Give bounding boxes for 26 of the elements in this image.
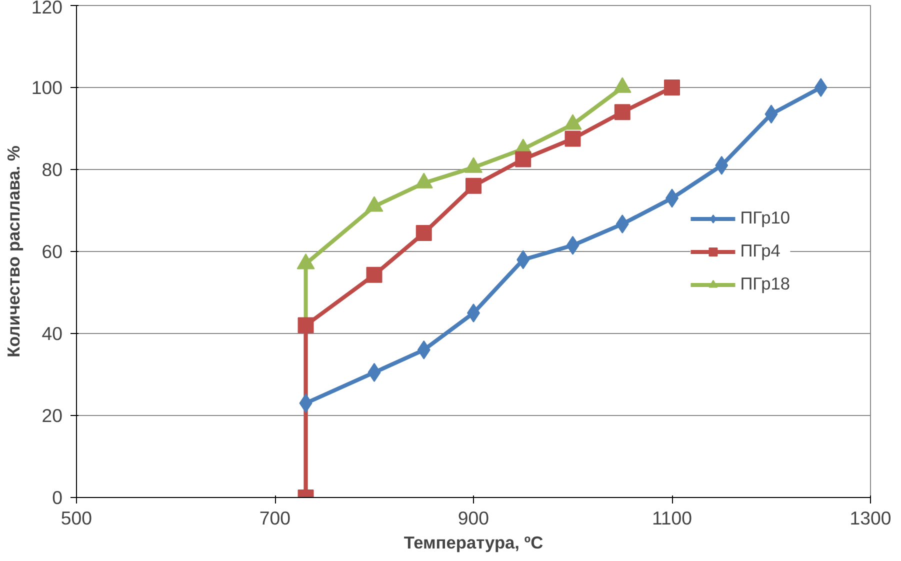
point	[298, 317, 314, 334]
y-tick-label: 80	[42, 159, 63, 180]
legend-label: ПГр4	[740, 240, 780, 262]
y-tick-label: 0	[52, 487, 63, 508]
point	[466, 178, 482, 194]
point	[564, 130, 581, 147]
legend-label: ПГр18	[740, 274, 790, 294]
y-axis-title: Количество расплава. %	[3, 146, 24, 358]
point	[515, 151, 532, 168]
y-tick-label: 120	[31, 0, 63, 18]
y-tick-label: 60	[42, 241, 63, 262]
y-tick-label: 100	[31, 77, 63, 98]
x-tick-label: 500	[60, 508, 92, 528]
x-tick-label: 1300	[850, 508, 892, 528]
x-tick-label: 900	[458, 508, 490, 528]
y-tick-label: 20	[42, 405, 63, 426]
point	[366, 266, 382, 283]
point	[664, 80, 680, 96]
x-tick-label: 1100	[652, 508, 692, 528]
point	[814, 78, 828, 97]
legend-label: ПГр10	[740, 208, 790, 228]
point	[614, 104, 630, 120]
y-tick-label: 40	[42, 323, 63, 344]
x-tick-label: 700	[259, 508, 291, 528]
point	[416, 225, 432, 242]
x-axis-title: Температура, ºC	[404, 532, 544, 552]
